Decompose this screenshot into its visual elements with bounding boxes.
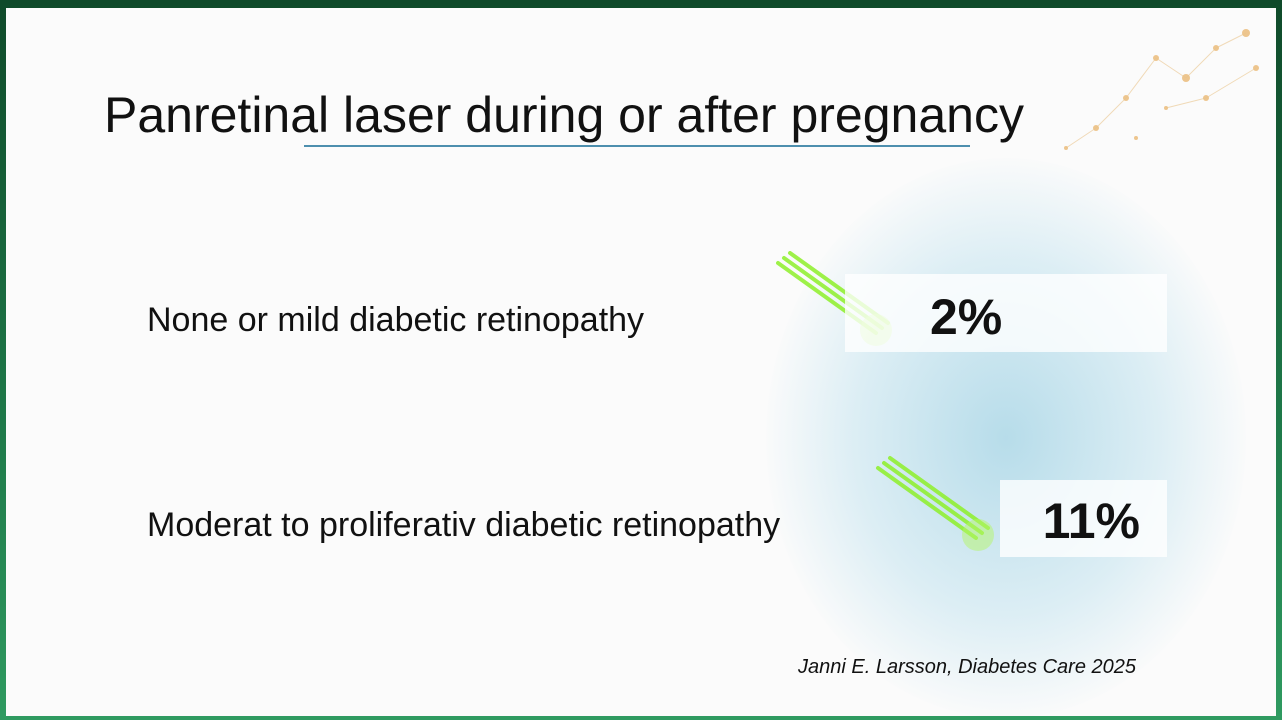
row-value: 2% (930, 289, 1003, 345)
row-label: None or mild diabetic retinopathy (147, 301, 645, 339)
title-underline (304, 145, 970, 147)
row-value: 11% (1042, 493, 1140, 549)
slide-title: Panretinal laser during or after pregnan… (104, 87, 1024, 143)
background-glow (766, 158, 1246, 716)
slide: Panretinal laser during or after pregnan… (6, 8, 1276, 716)
citation: Janni E. Larsson, Diabetes Care 2025 (798, 656, 1136, 678)
value-box (1000, 480, 1167, 557)
value-box (845, 274, 1167, 352)
row-label: Moderat to proliferativ diabetic retinop… (147, 506, 781, 544)
